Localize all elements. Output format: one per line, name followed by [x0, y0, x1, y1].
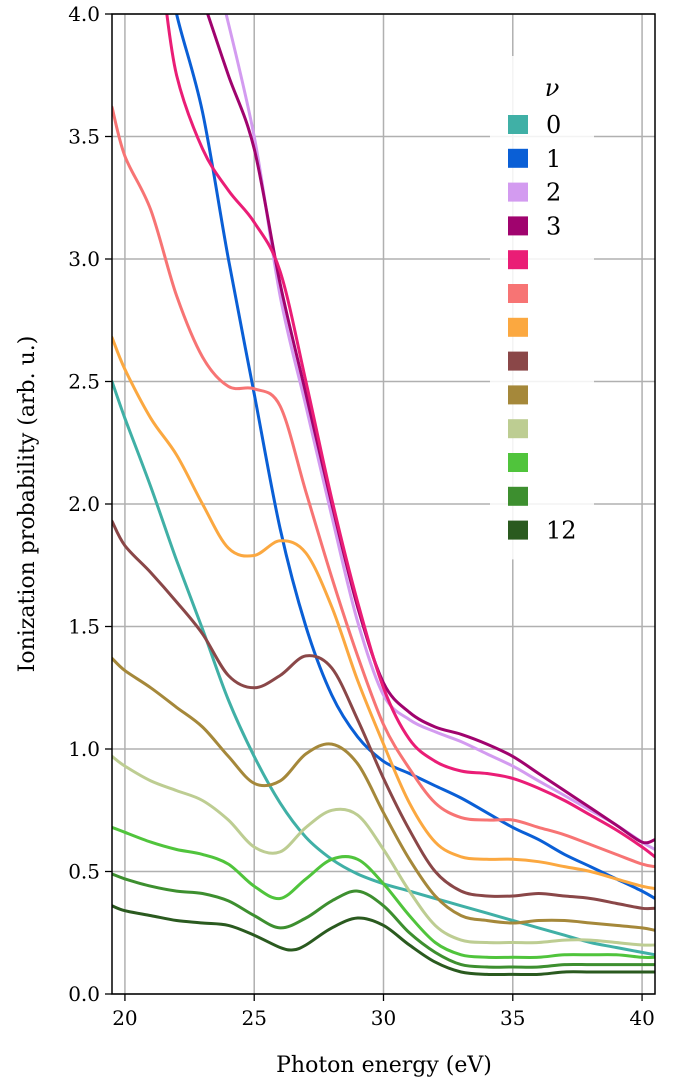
series-line-5: [112, 105, 655, 869]
legend-swatch-4: [508, 250, 528, 270]
axis-ticks: 20 25 30 35 400.00.51.01.52.02.53.03.54.0: [68, 2, 655, 1030]
legend-swatch-2: [508, 182, 528, 202]
x-tick-label: 30: [371, 1006, 396, 1030]
series-line-8: [112, 656, 655, 932]
series-line-9: [112, 754, 655, 947]
x-tick-label: 40: [629, 1006, 654, 1030]
legend-swatch-5: [508, 284, 528, 303]
series-line-4: [165, 14, 655, 859]
x-tick-label: 35: [500, 1006, 525, 1030]
y-axis-label: Ionization probability (arb. u.): [15, 336, 40, 673]
series-line-10: [112, 825, 655, 959]
y-tick-label: 2.5: [68, 370, 100, 394]
y-tick-label: 3.5: [68, 125, 100, 149]
y-tick-label: 0.5: [68, 860, 100, 884]
series-line-1: [175, 14, 655, 900]
legend-label-3: 3: [546, 212, 561, 240]
legend-swatch-10: [508, 453, 528, 472]
y-tick-label: 1.5: [68, 615, 100, 639]
series-line-2: [224, 14, 655, 851]
legend-label-2: 2: [546, 179, 561, 207]
series-line-6: [112, 335, 655, 891]
y-tick-label: 1.0: [68, 737, 100, 761]
x-tick-label: 20: [112, 1006, 137, 1030]
series-line-11: [112, 872, 655, 969]
legend-swatch-0: [508, 115, 528, 134]
legend-swatch-11: [508, 486, 528, 506]
legend-swatch-6: [508, 317, 528, 337]
legend-label-1: 1: [546, 145, 561, 173]
x-axis-label: Photon energy (eV): [276, 1053, 492, 1078]
legend-swatch-12: [508, 520, 528, 540]
legend-title: ν: [545, 74, 560, 102]
x-tick-label: 25: [241, 1006, 266, 1030]
legend-swatch-3: [508, 216, 528, 236]
y-tick-label: 2.0: [68, 492, 100, 516]
legend-label-12: 12: [546, 517, 577, 545]
series-line-7: [112, 519, 655, 911]
legend-label-0: 0: [546, 111, 561, 139]
legend-frame: [490, 56, 594, 560]
y-tick-label: 3.0: [68, 247, 100, 271]
legend-swatch-9: [508, 419, 528, 439]
legend-swatch-8: [508, 385, 528, 405]
series-line-0: [112, 380, 655, 957]
series-lines: [112, 14, 655, 977]
legend-swatch-1: [508, 148, 528, 168]
legend-swatch-7: [508, 351, 528, 371]
y-tick-label: 0.0: [68, 982, 100, 1006]
y-tick-label: 4.0: [68, 2, 100, 26]
series-line-12: [112, 904, 655, 977]
